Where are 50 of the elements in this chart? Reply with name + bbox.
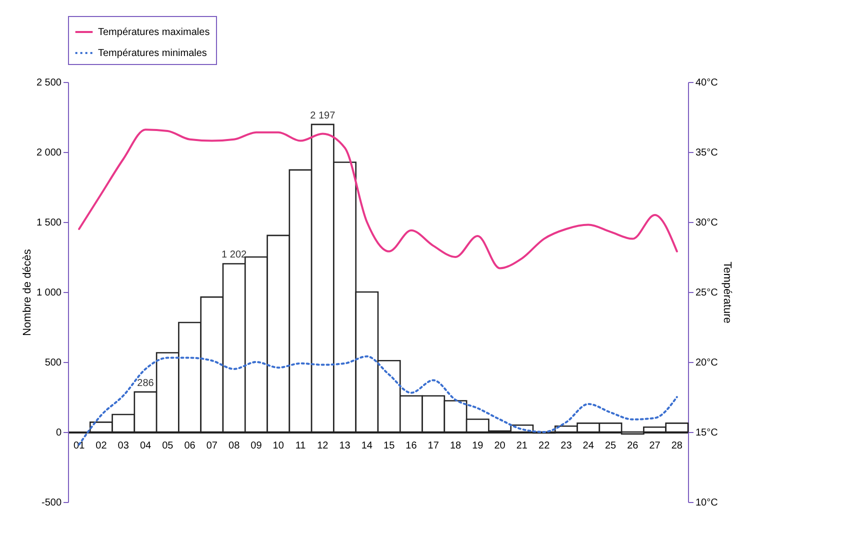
legend-label: Températures maximales bbox=[98, 27, 210, 38]
x-tick-label: 11 bbox=[295, 440, 306, 452]
x-tick-label: 16 bbox=[406, 440, 418, 452]
y-tick-label: 1 500 bbox=[36, 218, 62, 228]
y2-tick-label: 30°C bbox=[696, 218, 718, 228]
x-tick-label: 14 bbox=[361, 440, 373, 452]
x-tick-label: 17 bbox=[428, 440, 440, 452]
x-tick-label: 21 bbox=[516, 440, 528, 452]
y-tick-label: 500 bbox=[44, 358, 62, 368]
x-tick-label: 27 bbox=[649, 440, 661, 452]
y2-axis-title: Température bbox=[720, 262, 733, 324]
data-label: 286 bbox=[137, 378, 154, 389]
y2-tick-label: 25°C bbox=[696, 288, 718, 298]
x-tick-label: 24 bbox=[582, 440, 594, 452]
x-tick-label: 06 bbox=[184, 440, 196, 452]
x-tick-label: 18 bbox=[450, 440, 462, 452]
x-tick-label: 22 bbox=[538, 440, 550, 452]
x-tick-label: 12 bbox=[317, 440, 329, 452]
x-tick-label: 20 bbox=[494, 440, 506, 452]
x-tick-label: 05 bbox=[162, 440, 174, 452]
legend-label: Températures minimales bbox=[98, 48, 207, 59]
x-tick-label: 23 bbox=[560, 440, 572, 452]
y2-tick-label: 10°C bbox=[696, 498, 718, 508]
x-tick-label: 08 bbox=[228, 440, 240, 452]
x-tick-label: 13 bbox=[339, 440, 351, 452]
y-tick-label: 0 bbox=[56, 428, 62, 438]
x-tick-label: 09 bbox=[250, 440, 262, 452]
line-series bbox=[78, 128, 678, 270]
y-axis-title: Nombre de décès bbox=[21, 248, 34, 336]
x-tick-label: 19 bbox=[472, 440, 484, 452]
y-tick-label: 2 500 bbox=[36, 78, 62, 88]
data-label: 2 197 bbox=[310, 110, 336, 122]
y2-tick-label: 40°C bbox=[696, 78, 718, 88]
y-tick-label: 1 000 bbox=[36, 288, 62, 298]
x-tick-label: 01 bbox=[74, 440, 86, 452]
data-label: 1 202 bbox=[222, 250, 248, 261]
x-tick-label: 28 bbox=[671, 440, 683, 452]
x-tick-label: 10 bbox=[272, 440, 284, 452]
y2-tick-label: 20°C bbox=[696, 358, 718, 368]
x-tick-label: 03 bbox=[118, 440, 130, 452]
x-tick-label: 26 bbox=[627, 440, 639, 452]
x-tick-label: 15 bbox=[384, 440, 396, 452]
x-tick-label: 04 bbox=[140, 440, 152, 452]
x-tick-label: 02 bbox=[96, 440, 108, 452]
x-tick-label: 25 bbox=[604, 440, 616, 452]
y2-tick-label: 15°C bbox=[696, 428, 718, 438]
y-tick-label: 2 000 bbox=[36, 148, 62, 158]
y2-tick-label: 35°C bbox=[696, 148, 718, 158]
x-tick-label: 07 bbox=[206, 440, 218, 452]
y-tick-label: -500 bbox=[41, 498, 62, 508]
